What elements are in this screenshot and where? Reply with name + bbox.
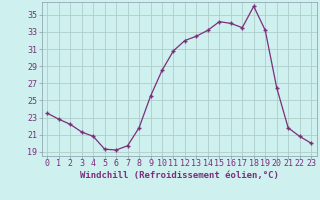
X-axis label: Windchill (Refroidissement éolien,°C): Windchill (Refroidissement éolien,°C): [80, 171, 279, 180]
